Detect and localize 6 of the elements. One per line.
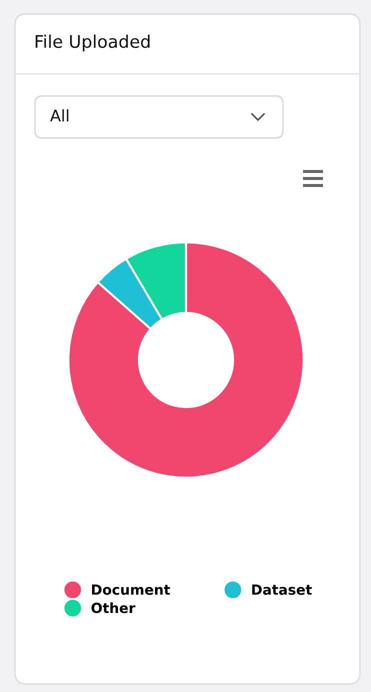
legend-label: Document bbox=[92, 584, 170, 595]
donut-slice bbox=[67, 241, 305, 479]
chart-title: File Uploaded bbox=[36, 34, 150, 52]
text: All bbox=[50, 109, 68, 122]
legend-label: Other bbox=[91, 602, 136, 614]
legend-label: Dataset bbox=[252, 584, 312, 595]
